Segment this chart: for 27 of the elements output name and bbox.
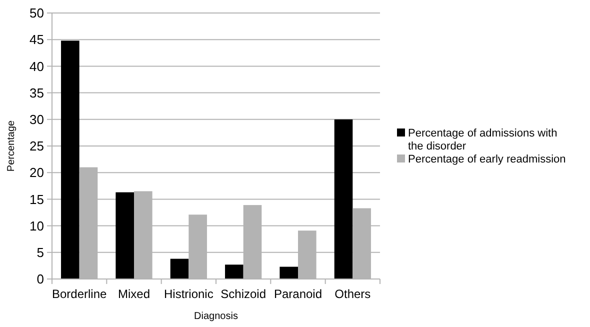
x-tick-label: Borderline bbox=[52, 287, 108, 301]
x-tick-label: Histrionic bbox=[164, 287, 214, 301]
y-tick-label: 15 bbox=[30, 192, 44, 207]
legend-label: Percentage of early readmission bbox=[408, 154, 566, 166]
y-tick-label: 35 bbox=[30, 85, 44, 100]
y-tick-label: 50 bbox=[30, 6, 44, 21]
y-tick-label: 20 bbox=[30, 165, 44, 180]
bar bbox=[116, 192, 134, 279]
legend-label: Percentage of admissions with the disorder bbox=[408, 128, 558, 152]
y-tick-label: 30 bbox=[30, 112, 44, 127]
y-tick-label: 45 bbox=[30, 32, 44, 48]
x-tick-label: Paranoid bbox=[274, 287, 322, 301]
x-axis-title: Diagnosis bbox=[194, 311, 238, 322]
bar bbox=[225, 264, 244, 279]
x-tick-label: Schizoid bbox=[220, 287, 266, 301]
y-tick-label: 5 bbox=[36, 244, 44, 260]
bar bbox=[170, 258, 189, 279]
y-tick-label: 0 bbox=[36, 272, 44, 287]
x-tick-label: Others bbox=[334, 287, 371, 301]
bar bbox=[334, 119, 353, 279]
y-tick-label: 10 bbox=[30, 218, 44, 234]
bar bbox=[61, 40, 80, 279]
bar bbox=[280, 266, 298, 279]
y-tick-label: 40 bbox=[30, 58, 44, 74]
x-tick-label: Mixed bbox=[118, 287, 150, 301]
y-tick-label: 25 bbox=[30, 138, 44, 154]
y-axis-title: Percentage bbox=[6, 120, 17, 172]
